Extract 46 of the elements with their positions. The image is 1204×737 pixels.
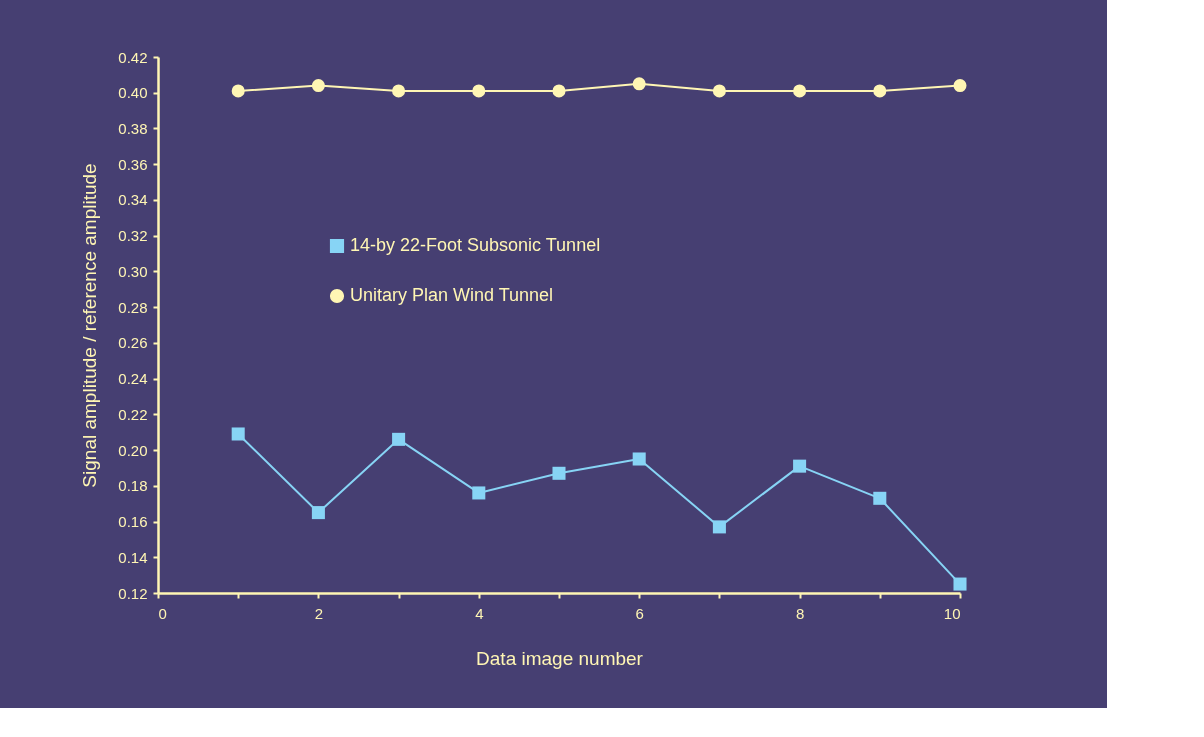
y-tick-label: 0.32 bbox=[118, 227, 148, 245]
y-tick-label: 0.28 bbox=[118, 298, 148, 316]
point bbox=[632, 77, 646, 91]
y-tick-label: 0.26 bbox=[118, 334, 148, 352]
point bbox=[793, 84, 807, 98]
x-tick-label: 4 bbox=[475, 604, 484, 622]
point bbox=[552, 84, 566, 98]
x-axis-title: Data image number bbox=[476, 647, 644, 669]
point bbox=[392, 432, 406, 446]
point bbox=[873, 84, 887, 98]
y-tick-label: 0.34 bbox=[118, 191, 148, 209]
point bbox=[231, 427, 245, 441]
point bbox=[472, 84, 486, 98]
x-tick-label: 10 bbox=[943, 604, 961, 622]
x-tick-label: 0 bbox=[158, 604, 167, 622]
point bbox=[873, 491, 887, 505]
point bbox=[231, 84, 245, 98]
y-axis-title: Signal amplitude / reference amplitude bbox=[79, 163, 101, 488]
point bbox=[472, 486, 486, 500]
y-tick-label: 0.12 bbox=[118, 584, 148, 602]
y-tick-label: 0.36 bbox=[118, 155, 148, 173]
y-tick-label: 0.42 bbox=[118, 48, 148, 66]
x-tick-label: 8 bbox=[795, 604, 805, 622]
y-tick-label: 0.14 bbox=[118, 548, 148, 566]
x-tick-label: 6 bbox=[635, 604, 644, 622]
point bbox=[311, 79, 325, 93]
point bbox=[392, 84, 406, 98]
y-tick-label: 0.22 bbox=[118, 405, 148, 423]
y-tick-label: 0.16 bbox=[118, 513, 148, 531]
y-tick-label: 0.30 bbox=[118, 262, 148, 280]
y-tick-label: 0.20 bbox=[118, 441, 148, 459]
point bbox=[632, 452, 646, 466]
point bbox=[712, 84, 726, 98]
y-tick-label: 0.18 bbox=[118, 477, 148, 495]
x-tick-label: 2 bbox=[314, 604, 324, 622]
point bbox=[712, 520, 726, 534]
legend-label: 14-by 22-Foot Subsonic Tunnel bbox=[350, 235, 601, 255]
legend-label: Unitary Plan Wind Tunnel bbox=[350, 285, 554, 305]
point bbox=[552, 466, 566, 480]
y-tick-label: 0.24 bbox=[118, 370, 148, 388]
y-tick-label: 0.38 bbox=[118, 119, 148, 137]
point bbox=[311, 506, 325, 520]
y-tick-label: 0.40 bbox=[118, 84, 148, 102]
point bbox=[953, 577, 967, 591]
point bbox=[953, 79, 967, 93]
point bbox=[793, 459, 807, 473]
